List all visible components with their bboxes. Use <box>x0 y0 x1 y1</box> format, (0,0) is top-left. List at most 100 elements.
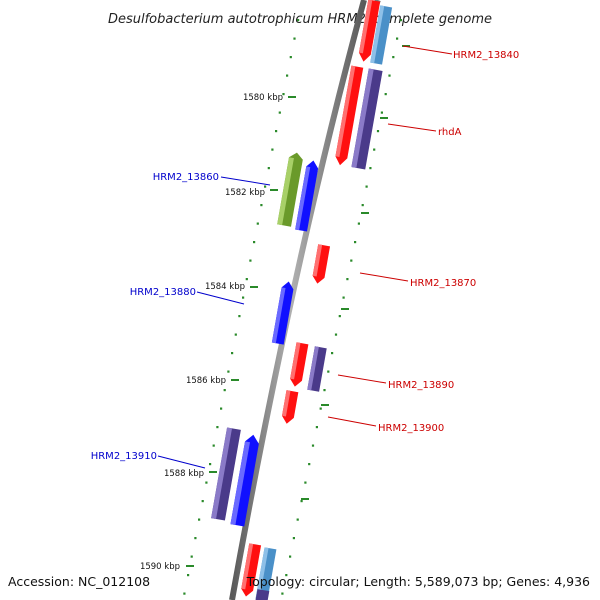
accession-text: Accession: NC_012108 <box>8 574 150 589</box>
ruler-dot <box>334 333 338 336</box>
ruler-dot <box>256 222 259 225</box>
ruler-dot <box>311 444 315 447</box>
ruler-dot <box>289 555 292 558</box>
ruler-dot <box>190 555 193 558</box>
ruler-dot <box>198 518 201 521</box>
leader-line <box>402 45 453 55</box>
gene-hrm2-13910-navy[interactable] <box>211 427 241 521</box>
genome-backbone <box>229 0 367 600</box>
ruler-dot <box>384 93 387 96</box>
ruler-dot <box>376 130 380 133</box>
map-title: Desulfobacterium autotrophicum HRM2, com… <box>108 12 492 27</box>
tick-label-1580: 1580 kbp <box>243 93 283 103</box>
gene-label-hrm2-13890[interactable]: HRM2_13890 <box>388 380 454 391</box>
gene-label-hrm2-13840[interactable]: HRM2_13840 <box>453 50 519 61</box>
ruler-dot <box>253 241 256 244</box>
genome-summary-text: Topology: circular; Length: 5,589,073 bp… <box>246 574 590 589</box>
gene-label-hrm2-13870[interactable]: HRM2_13870 <box>410 278 476 289</box>
ruler-dot <box>338 315 341 318</box>
ruler-dot <box>187 574 190 577</box>
gene-hrm2-13860-olive[interactable] <box>277 151 304 227</box>
ruler-dot <box>238 315 241 318</box>
leader-line <box>387 123 437 132</box>
tick-label-1582: 1582 kbp <box>225 188 265 198</box>
ruler-dot <box>300 500 303 503</box>
ruler-dot <box>260 204 263 207</box>
gene-bottom-red[interactable] <box>240 543 262 597</box>
ruler-dot <box>323 389 326 392</box>
leader-line <box>337 374 387 384</box>
gene-label-hrm2-13910[interactable]: HRM2_13910 <box>91 451 157 462</box>
gene-hrm2-13870-red[interactable] <box>311 244 331 284</box>
gene-hrm2-13910-blue[interactable] <box>230 434 260 527</box>
ruler-dot <box>399 19 403 22</box>
tick-label-1590: 1590 kbp <box>140 562 180 572</box>
gene-hrm2-13900-red[interactable] <box>281 390 299 425</box>
leader-line <box>157 455 206 469</box>
ruler-dot <box>296 518 299 521</box>
ruler-dot <box>278 111 281 114</box>
ruler-dot <box>365 185 368 188</box>
ruler-dot <box>297 19 300 22</box>
ruler-dot <box>346 278 349 281</box>
ruler-dot <box>293 37 296 40</box>
ruler-dot <box>361 204 364 207</box>
ruler-dot <box>392 56 395 59</box>
ruler-dot <box>289 56 292 59</box>
ruler-dot <box>327 370 330 373</box>
ruler-dot <box>194 537 197 540</box>
ruler-dot <box>308 463 311 466</box>
gene-label-hrm2-13900[interactable]: HRM2_13900 <box>378 423 444 434</box>
ruler-dot <box>373 148 376 151</box>
ruler-dot <box>249 259 252 262</box>
ruler-dot <box>315 426 318 429</box>
ruler-dot <box>183 592 186 595</box>
ruler-dot <box>357 222 360 225</box>
ruler-dot <box>271 148 274 151</box>
ruler-dot <box>286 74 289 77</box>
gene-hrm2-13840-red[interactable] <box>358 0 381 63</box>
gene-rhda-red[interactable] <box>334 65 364 167</box>
leader-line <box>196 291 245 305</box>
ruler-dots-right <box>281 19 403 595</box>
ruler-dot <box>220 407 223 410</box>
gene-hrm2-13840-steel[interactable] <box>370 5 393 65</box>
ruler-dot <box>267 167 270 170</box>
leader-line <box>359 272 409 282</box>
scale-ticks: 1580 kbp 1582 kbp 1584 kbp 1586 kbp 1588… <box>140 93 296 572</box>
ruler-dot <box>319 407 322 410</box>
ruler-dot <box>209 463 212 466</box>
ruler-dot <box>282 93 285 96</box>
genes <box>211 0 393 600</box>
gene-label-hrm2-13860[interactable]: HRM2_13860 <box>153 172 219 183</box>
ruler-dot <box>275 130 278 133</box>
ruler-dot <box>234 333 237 336</box>
tick-label-1586: 1586 kbp <box>186 376 226 386</box>
gene-hrm2-13880-blue[interactable] <box>271 280 295 345</box>
gene-label-rhda[interactable]: rhdA <box>438 127 462 138</box>
ruler-dot <box>264 185 267 188</box>
tick-label-1588: 1588 kbp <box>164 469 204 479</box>
ruler-dot <box>281 592 284 595</box>
leader-line <box>327 416 377 427</box>
gene-hrm2-13860-blue[interactable] <box>295 160 319 232</box>
gene-bottom-navy[interactable] <box>254 589 270 600</box>
ruler-dot <box>380 111 383 114</box>
ruler-dot <box>342 296 345 299</box>
gene-hrm2-13890-navy[interactable] <box>307 346 327 392</box>
gene-label-hrm2-13880[interactable]: HRM2_13880 <box>130 287 196 298</box>
ruler-dot <box>245 278 248 281</box>
ruler-dot <box>223 389 226 392</box>
ruler-dot <box>354 241 357 244</box>
gene-rhda-navy[interactable] <box>351 68 383 170</box>
leader-lines <box>157 45 453 469</box>
ruler-dot <box>369 167 372 170</box>
ruler-dot <box>231 352 234 355</box>
ruler-dot <box>205 481 208 484</box>
ruler-dot <box>304 481 307 484</box>
ruler-dot <box>292 537 295 540</box>
gene-bottom-steel[interactable] <box>255 547 277 600</box>
ruler-dot <box>212 444 215 447</box>
ruler-dot <box>201 500 204 503</box>
gene-hrm2-13890-red[interactable] <box>289 342 309 387</box>
